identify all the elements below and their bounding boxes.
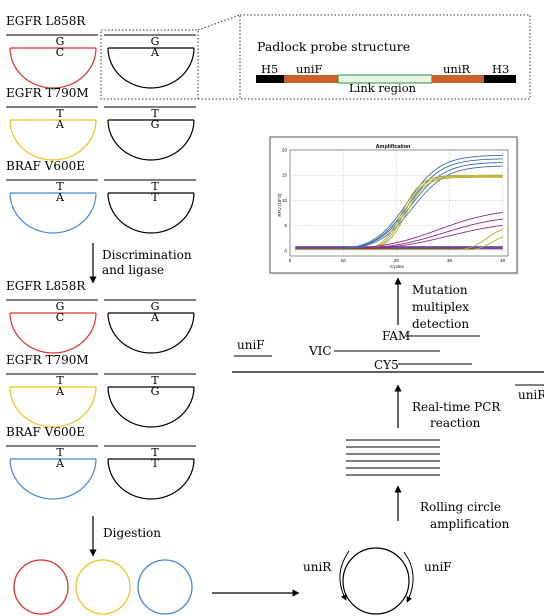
y-tick-label: 10 xyxy=(282,198,288,203)
amplification-chart: Amplification RFU (10^3) Cycles 0 10 20 30 4… xyxy=(269,136,519,275)
probe-base-wildtype: A xyxy=(150,46,160,59)
target-base-wildtype: T xyxy=(151,374,159,387)
rca-unir-arrow xyxy=(339,550,350,601)
probe-bowl-mutant xyxy=(9,458,97,500)
probe-bowl-mutant xyxy=(9,192,97,234)
target-base-wildtype: T xyxy=(151,180,159,193)
target-base-wildtype: T xyxy=(151,446,159,459)
probe-base-mutant: A xyxy=(55,191,65,204)
x-tick-label: 40 xyxy=(500,258,506,263)
probe-base-mutant: C xyxy=(56,46,64,59)
step-discrimination-line1: Discrimination xyxy=(102,248,192,262)
probe-base-mutant: A xyxy=(55,118,65,131)
zoom-source-box xyxy=(100,29,199,100)
probe-base-mutant: A xyxy=(55,385,65,398)
probe-base-wildtype: A xyxy=(150,311,160,324)
target-base-mutant: T xyxy=(56,180,64,193)
probe-cy5-label: CY5 xyxy=(374,358,399,372)
padlock-title: Padlock probe structure xyxy=(257,39,410,54)
step-rca-line1: Rolling circle xyxy=(420,500,501,514)
probe-label-unir: uniR xyxy=(443,62,470,76)
group-label: EGFR L858R xyxy=(6,14,86,28)
chart-xlabel: Cycles xyxy=(390,264,404,269)
probe-segment-h5 xyxy=(256,75,284,83)
probe-label-h5: H5 xyxy=(261,62,278,76)
y-tick-label: 0 xyxy=(284,248,287,253)
step-detection-line1: Mutation xyxy=(412,283,468,297)
probe-label-unif: uniF xyxy=(296,62,322,76)
probe-bowl-wildtype xyxy=(107,192,195,234)
probe-base-mutant: C xyxy=(56,311,64,324)
plot-background xyxy=(289,149,509,257)
step-pcr-line2: reaction xyxy=(430,416,481,430)
primer-unir-label: uniR xyxy=(518,388,544,402)
target-base-mutant: T xyxy=(56,107,64,120)
chart-ylabel: RFU (10^3) xyxy=(277,193,282,217)
step-discrimination-line2: and ligase xyxy=(102,263,164,277)
target-base-mutant: G xyxy=(56,300,65,313)
step-detection-line3: detection xyxy=(412,317,469,331)
target-base-wildtype: T xyxy=(151,107,159,120)
y-tick-label: 20 xyxy=(282,148,288,153)
probe-bowl-mutant xyxy=(9,312,97,354)
rca-products xyxy=(346,439,440,476)
probe-segment-unir xyxy=(432,75,484,83)
circular-probe-blue xyxy=(137,559,193,615)
probe-base-wildtype: G xyxy=(151,385,160,398)
group-label: BRAF V600E xyxy=(6,425,85,439)
probe-bowl-mutant xyxy=(9,47,97,89)
x-tick-label: 30 xyxy=(447,258,453,263)
probe-bowl-wildtype xyxy=(107,312,195,354)
padlock-probe-panel: Padlock probe structure H5 uniF Link reg… xyxy=(239,14,531,100)
y-tick-label: 15 xyxy=(282,173,288,178)
target-base-wildtype: G xyxy=(151,300,160,313)
probe-segment-unif xyxy=(284,75,338,83)
rca-template-circle xyxy=(342,547,410,615)
target-base-mutant: T xyxy=(56,374,64,387)
chart-title: Amplification xyxy=(376,144,411,150)
probe-base-wildtype: T xyxy=(151,191,159,204)
probe-base-wildtype: G xyxy=(151,118,160,131)
probe-fam-label: FAM xyxy=(382,329,410,343)
probe-segment-h3 xyxy=(484,75,516,83)
zoom-connector-top xyxy=(197,14,241,31)
probe-bowl-mutant xyxy=(9,119,97,161)
group-label: EGFR L858R xyxy=(6,279,86,293)
circular-probe-yellow xyxy=(75,559,131,615)
target-base-mutant: T xyxy=(56,446,64,459)
group-label: EGFR T790M xyxy=(6,86,89,100)
step-detection-line2: multiplex xyxy=(412,300,469,314)
probe-bowl-mutant xyxy=(9,386,97,428)
amplification-curve xyxy=(295,236,503,250)
x-tick-label: 20 xyxy=(394,258,400,263)
rca-unif-label: uniF xyxy=(424,560,452,574)
primer-unif-label: uniF xyxy=(237,338,265,352)
probe-base-mutant: A xyxy=(55,457,65,470)
probe-bowl-wildtype xyxy=(107,458,195,500)
target-base-mutant: G xyxy=(56,35,65,48)
step-rca-line2: amplification xyxy=(430,517,510,531)
probe-vic-label: VIC xyxy=(308,344,332,358)
step-pcr-line1: Real-time PCR xyxy=(412,400,501,414)
circular-probe-red xyxy=(13,559,69,615)
group-label: BRAF V600E xyxy=(6,159,85,173)
step-digestion: Digestion xyxy=(103,526,161,540)
probe-bowl-wildtype xyxy=(107,119,195,161)
rca-unir-label: uniR xyxy=(303,560,332,574)
probe-bowl-wildtype xyxy=(107,386,195,428)
probe-label-h3: H3 xyxy=(492,62,509,76)
probe-bowl-wildtype xyxy=(107,47,195,89)
x-tick-label: 10 xyxy=(341,258,347,263)
x-tick-label: 0 xyxy=(289,258,292,263)
group-label: EGFR T790M xyxy=(6,353,89,367)
rca-unif-arrow xyxy=(403,551,414,603)
chart-plot-area: 0 10 20 30 40 0 5 10 15 20 xyxy=(282,148,509,263)
probe-base-wildtype: T xyxy=(151,457,159,470)
probe-label-link: Link region xyxy=(349,81,417,95)
y-tick-label: 5 xyxy=(284,223,287,228)
target-base-wildtype: G xyxy=(151,35,160,48)
